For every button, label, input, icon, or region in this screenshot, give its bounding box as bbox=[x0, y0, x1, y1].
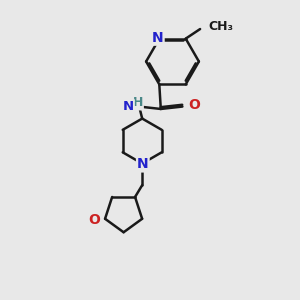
Text: O: O bbox=[188, 98, 200, 112]
Text: N: N bbox=[123, 100, 134, 113]
Text: N: N bbox=[152, 31, 164, 45]
Text: N: N bbox=[137, 158, 148, 172]
Text: H: H bbox=[133, 97, 143, 110]
Text: O: O bbox=[88, 213, 100, 227]
Text: CH₃: CH₃ bbox=[208, 20, 233, 33]
